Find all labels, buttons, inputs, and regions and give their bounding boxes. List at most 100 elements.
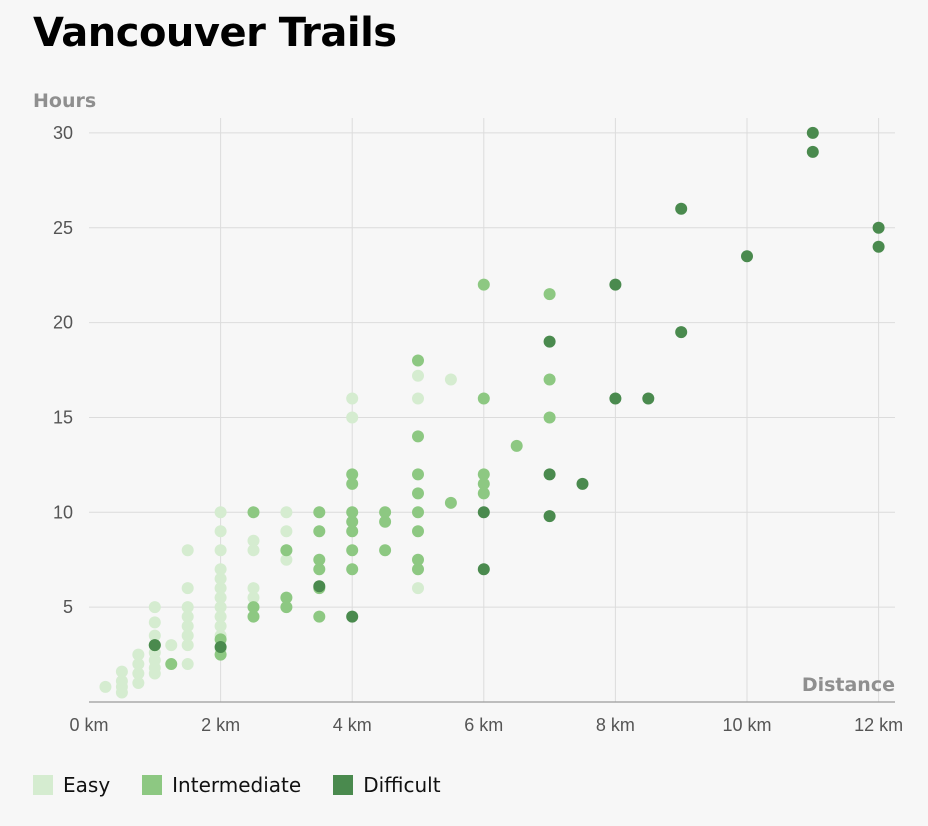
data-point — [477, 477, 490, 490]
data-point — [247, 610, 260, 623]
y-tick-label: 15 — [53, 407, 73, 427]
data-point — [214, 506, 227, 519]
legend: Easy Intermediate Difficult — [33, 773, 473, 797]
data-point — [148, 629, 161, 642]
data-point — [313, 580, 326, 593]
data-point — [181, 544, 194, 557]
data-point — [247, 544, 260, 557]
data-point — [477, 392, 490, 405]
y-tick-label: 5 — [63, 597, 73, 617]
data-point — [543, 510, 556, 523]
data-point — [280, 601, 293, 614]
x-tick-label: 8 km — [596, 715, 635, 735]
legend-item-difficult: Difficult — [333, 773, 441, 797]
data-point — [181, 639, 194, 652]
data-point — [477, 468, 490, 481]
x-tick-label: 12 km — [854, 715, 903, 735]
data-point — [280, 553, 293, 566]
data-point — [148, 601, 161, 614]
data-point — [872, 221, 885, 234]
data-point — [576, 477, 589, 490]
data-point — [132, 648, 145, 661]
data-point — [214, 544, 227, 557]
data-point — [247, 601, 260, 614]
data-points — [99, 126, 885, 699]
data-point — [346, 544, 359, 557]
data-point — [543, 373, 556, 386]
data-point — [214, 572, 227, 585]
y-tick-label: 10 — [53, 502, 73, 522]
data-point — [412, 430, 424, 443]
data-point — [543, 288, 556, 301]
data-point — [412, 468, 424, 481]
data-point — [214, 525, 227, 538]
data-point — [444, 373, 457, 386]
data-point — [412, 487, 424, 500]
data-point — [346, 563, 359, 576]
data-point — [379, 506, 392, 519]
chart-title: Vancouver Trails — [33, 10, 397, 56]
legend-label: Difficult — [363, 773, 441, 797]
data-point — [313, 610, 326, 623]
legend-item-intermediate: Intermediate — [142, 773, 301, 797]
data-point — [181, 620, 194, 633]
data-point — [181, 582, 194, 595]
data-point — [346, 515, 359, 528]
y-tick-label: 20 — [53, 313, 73, 333]
data-point — [477, 278, 490, 291]
data-point — [280, 591, 293, 604]
data-point — [806, 145, 819, 158]
data-point — [346, 610, 359, 623]
data-point — [214, 591, 227, 604]
data-point — [477, 506, 490, 519]
data-point — [313, 553, 326, 566]
legend-swatch — [33, 775, 53, 795]
data-point — [609, 392, 622, 405]
data-point — [412, 369, 424, 382]
data-point — [806, 126, 819, 139]
x-tick-label: 6 km — [464, 715, 503, 735]
data-point — [132, 667, 145, 680]
data-point — [99, 680, 112, 693]
data-point — [165, 639, 178, 652]
data-point — [346, 525, 359, 538]
legend-label: Easy — [63, 773, 111, 797]
data-point — [280, 544, 293, 557]
data-point — [247, 534, 260, 547]
data-point — [412, 392, 424, 405]
data-point — [165, 658, 178, 671]
scatter-plot: 5 10 15 20 25 30 0 km 2 km 4 km 6 km 8 km 10 km 12 k… — [33, 90, 903, 735]
data-point — [214, 620, 227, 633]
data-point — [412, 553, 424, 566]
data-point — [280, 525, 293, 538]
x-axis-title: Distance — [802, 674, 895, 696]
data-point — [115, 675, 128, 688]
data-point — [181, 629, 194, 642]
y-tick-label: 25 — [53, 218, 73, 238]
data-point — [675, 326, 688, 339]
data-point — [346, 468, 359, 481]
data-point — [642, 392, 655, 405]
data-point — [510, 439, 523, 452]
data-point — [379, 515, 392, 528]
data-point — [444, 496, 457, 509]
data-point — [346, 477, 359, 490]
data-point — [675, 202, 688, 215]
data-point — [214, 640, 227, 653]
data-point — [543, 468, 556, 481]
data-point — [132, 677, 145, 690]
data-point — [346, 506, 359, 519]
data-point — [313, 563, 326, 576]
data-point — [214, 601, 227, 614]
data-point — [214, 582, 227, 595]
data-point — [543, 411, 556, 424]
data-point — [313, 506, 326, 519]
data-point — [181, 601, 194, 614]
data-point — [872, 240, 885, 253]
data-point — [247, 591, 260, 604]
legend-item-easy: Easy — [33, 773, 110, 797]
data-point — [280, 506, 293, 519]
y-tick-label: 30 — [53, 123, 73, 143]
data-point — [132, 658, 145, 671]
data-point — [247, 582, 260, 595]
